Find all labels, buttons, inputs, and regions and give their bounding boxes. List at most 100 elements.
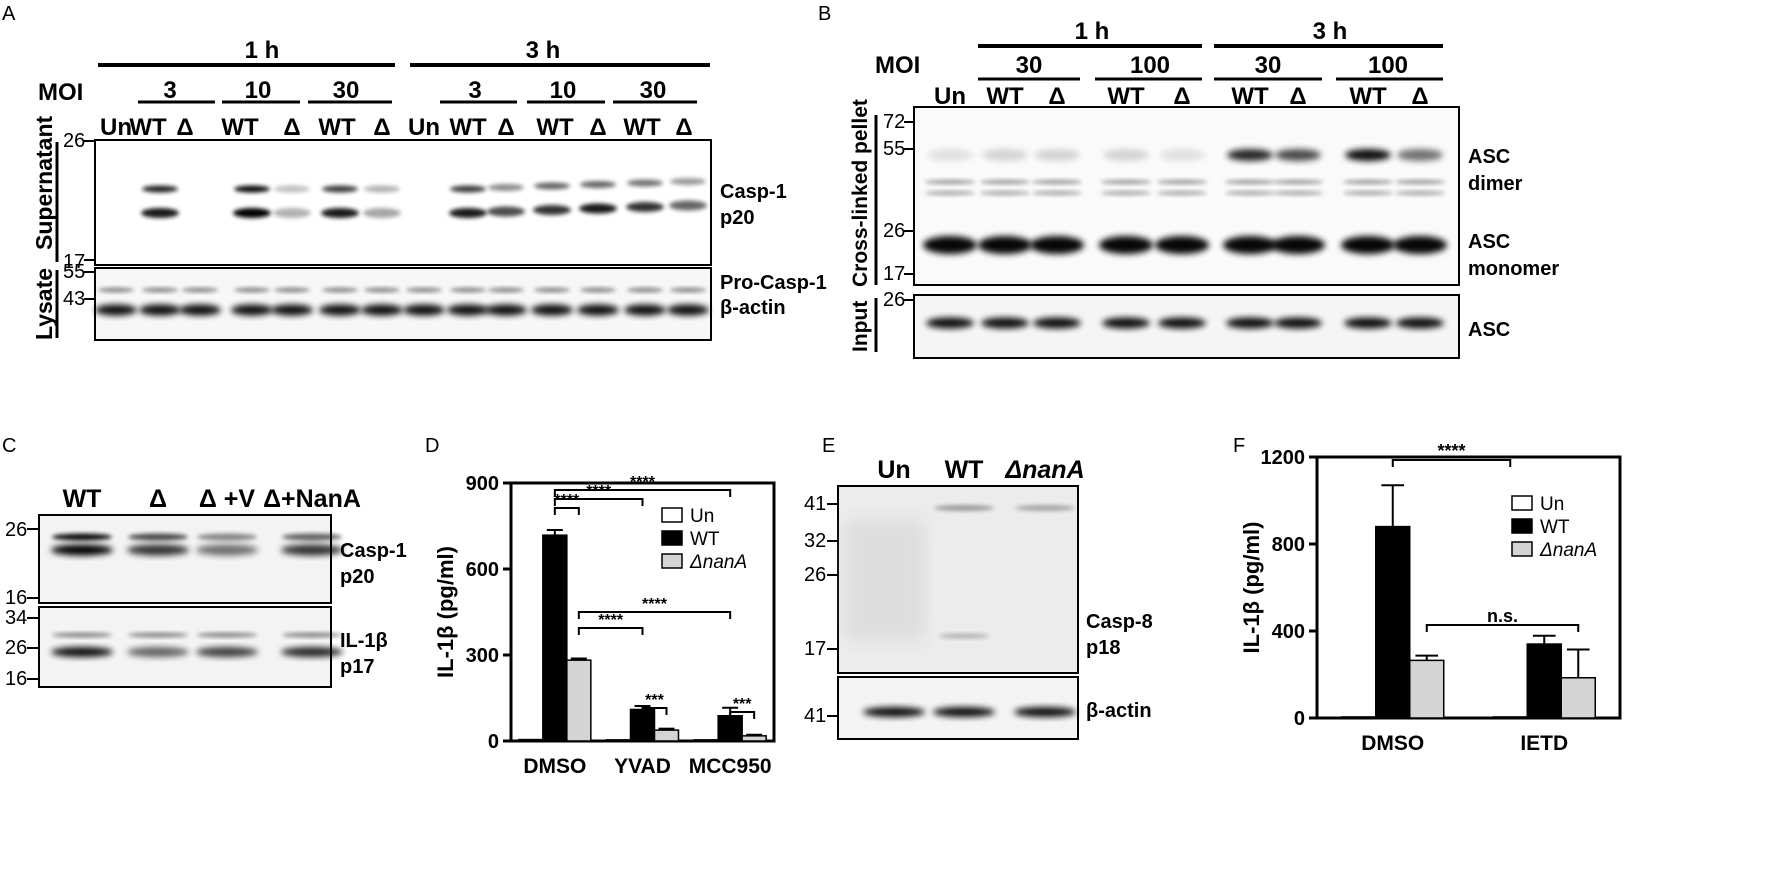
moi-value: 3 xyxy=(163,77,176,104)
lane-label: Δ xyxy=(373,114,390,141)
panel-d: D 0 300 600 900 IL-1β (pg/ml) DMSO YVAD MCC950 U… xyxy=(425,435,776,778)
band-label: p20 xyxy=(340,566,374,588)
band xyxy=(182,287,218,293)
significance-bracket xyxy=(577,627,644,635)
bar-wt-mcc950 xyxy=(717,715,743,742)
panel-d-letter: D xyxy=(425,435,439,457)
band-label: ASC xyxy=(1468,146,1510,168)
y-tick-label: 800 xyxy=(1272,534,1305,556)
beta-actin-bands xyxy=(863,707,1076,717)
asc-bands xyxy=(923,149,1447,254)
time-label-3h: 3 h xyxy=(526,37,561,64)
blot-il1b xyxy=(38,606,332,688)
band-label: Casp-8 xyxy=(1086,611,1153,633)
band-label: ASC xyxy=(1468,231,1510,253)
band-label: ASC xyxy=(1468,319,1510,341)
moi-label: MOI xyxy=(875,52,920,79)
band xyxy=(978,236,1032,254)
band xyxy=(531,304,573,316)
bar-nana-yvad xyxy=(653,729,680,742)
chart-f: 0 400 800 1200 IL-1β (pg/ml) DMSO IETD UnWTΔnan… xyxy=(1239,441,1622,755)
y-tick-label: 0 xyxy=(1294,708,1305,730)
bar-nana-ietd xyxy=(1560,677,1596,719)
time-label-1h: 1 h xyxy=(245,37,280,64)
bar-nana-dmso xyxy=(1409,659,1445,719)
band xyxy=(933,707,995,717)
panel-c-letter: C xyxy=(2,435,16,457)
band xyxy=(1157,190,1207,196)
band xyxy=(139,304,181,316)
chart-d: 0 300 600 900 IL-1β (pg/ml) DMSO YVAD MCC950 UnW… xyxy=(433,473,776,778)
bar-un-mcc950 xyxy=(693,739,719,742)
band xyxy=(923,236,977,254)
marker: 26 xyxy=(883,220,905,242)
band xyxy=(1226,317,1274,329)
band xyxy=(927,149,973,161)
panel-a-letter: A xyxy=(2,3,16,25)
time-label-3h: 3 h xyxy=(1313,18,1348,45)
band xyxy=(1223,236,1277,254)
significance-bracket xyxy=(553,489,732,497)
significance-label: **** xyxy=(642,596,668,613)
marker: 17 xyxy=(804,638,826,660)
band xyxy=(534,287,570,293)
band xyxy=(488,184,524,191)
band xyxy=(669,200,707,211)
band xyxy=(1397,149,1443,161)
band xyxy=(1274,317,1322,329)
lane-label: WT xyxy=(63,485,102,513)
band xyxy=(274,185,310,193)
band xyxy=(1101,179,1151,185)
band xyxy=(52,533,112,541)
band xyxy=(322,287,358,293)
band xyxy=(234,185,270,193)
panel-e: E Un WT ΔnanA 41 32 26 17 41 Casp-8 p18 … xyxy=(804,435,1153,740)
lane-label: WT xyxy=(1349,83,1387,110)
band xyxy=(624,304,666,316)
band xyxy=(234,287,270,293)
band xyxy=(1396,317,1444,329)
band xyxy=(487,206,525,217)
band xyxy=(142,185,178,193)
band xyxy=(627,179,663,187)
bar-nana-dmso xyxy=(566,659,592,742)
legend-label: WT xyxy=(690,529,720,550)
row-label-input: Input xyxy=(849,301,872,352)
significance-bracket xyxy=(1391,459,1512,467)
lane-label: WT xyxy=(623,114,661,141)
band xyxy=(95,304,137,316)
band-label: p18 xyxy=(1086,637,1120,659)
band xyxy=(925,190,975,196)
lane-label: Δ xyxy=(589,114,606,141)
band xyxy=(1032,190,1082,196)
moi-value: 100 xyxy=(1130,52,1170,79)
band xyxy=(982,149,1028,161)
band xyxy=(1157,179,1207,185)
significance-bracket xyxy=(553,507,580,515)
lane-label: Un xyxy=(877,456,910,484)
significance-label: **** xyxy=(554,492,580,509)
y-tick-label: 1200 xyxy=(1261,447,1306,469)
band xyxy=(934,505,994,511)
blot-casp1 xyxy=(38,514,332,604)
band xyxy=(488,287,524,293)
legend-label: ΔnanA xyxy=(1539,540,1597,561)
lane-label: WT xyxy=(536,114,574,141)
lane-label: Un xyxy=(100,114,132,141)
lane-label: Un xyxy=(408,114,440,141)
legend-swatch xyxy=(1511,495,1533,511)
band xyxy=(1343,190,1393,196)
y-tick-label: 0 xyxy=(488,731,499,753)
legend-label: Un xyxy=(1540,494,1564,515)
band xyxy=(196,647,258,657)
band-label: IL-1β xyxy=(340,630,388,652)
band xyxy=(197,533,257,541)
marker: 26 xyxy=(883,289,905,311)
marker: 55 xyxy=(883,138,905,160)
time-label-1h: 1 h xyxy=(1075,18,1110,45)
band-label: Pro-Casp-1 xyxy=(720,272,827,294)
marker: 26 xyxy=(5,519,27,541)
marker: 72 xyxy=(883,111,905,133)
